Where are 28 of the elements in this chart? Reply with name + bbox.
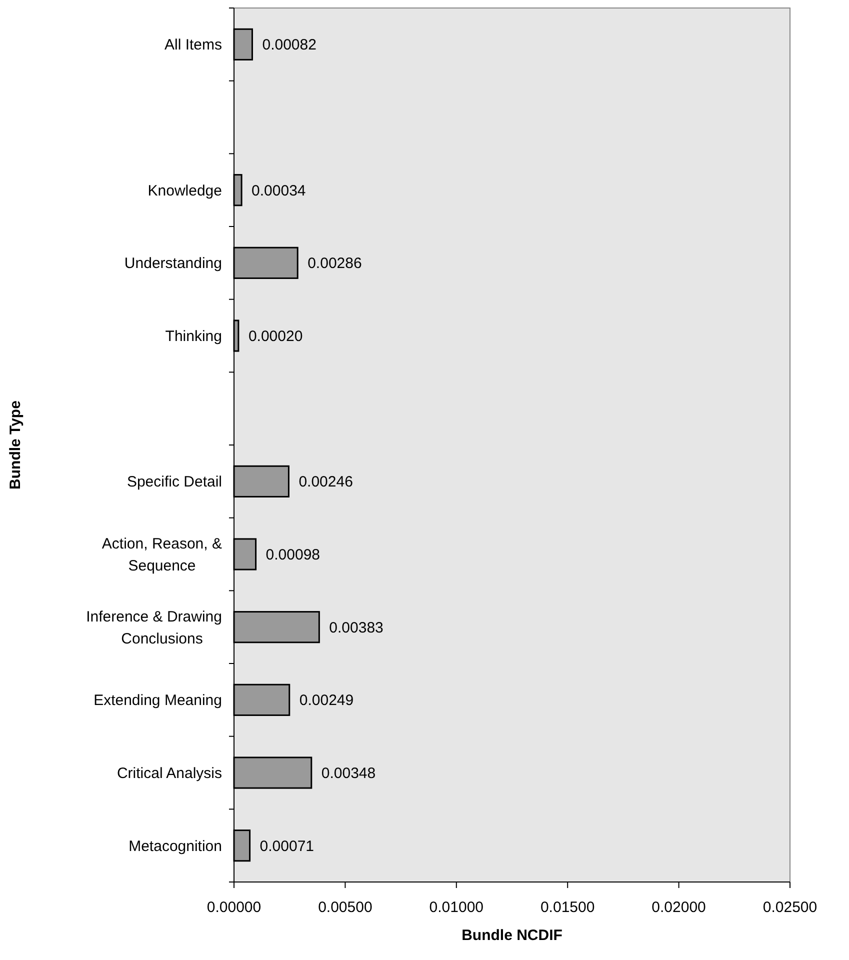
data-label: 0.00348 [321,765,376,782]
y-tick-label: Metacognition [128,838,222,855]
x-tick-label: 0.01500 [540,899,595,916]
x-tick-label: 0.02000 [652,899,706,916]
y-tick-label: Understanding [124,255,222,272]
data-label: 0.00383 [329,619,384,636]
y-tick-label: All Items [164,36,222,54]
data-label: 0.00246 [298,474,353,491]
y-tick-label: Extending Meaning [94,692,222,710]
data-label: 0.00286 [308,255,362,272]
x-tick-label: 0.02500 [762,899,818,916]
x-tick-label: 0.01000 [429,899,484,916]
y-axis-title: Bundle Type [7,400,24,490]
data-label: 0.00020 [248,328,303,345]
x-tick-label: 0.00000 [206,899,262,916]
x-tick-label: 0.00500 [318,899,372,916]
y-tick-label: Inference & Drawing Conclusions [86,608,222,648]
data-label: 0.00071 [260,838,314,855]
data-label: 0.00098 [266,546,320,564]
y-tick-label: Thinking [165,328,222,345]
y-tick-label: Critical Analysis [116,765,222,782]
data-label: 0.00249 [299,692,354,710]
y-tick-label: Knowledge [148,182,222,200]
y-tick-label: Action, Reason, & Sequence [102,536,222,574]
data-label: 0.00082 [262,36,316,54]
data-label: 0.00034 [252,182,306,200]
x-axis-title: Bundle NCDIF [462,927,562,944]
y-tick-label: Specific Detail [126,474,222,491]
